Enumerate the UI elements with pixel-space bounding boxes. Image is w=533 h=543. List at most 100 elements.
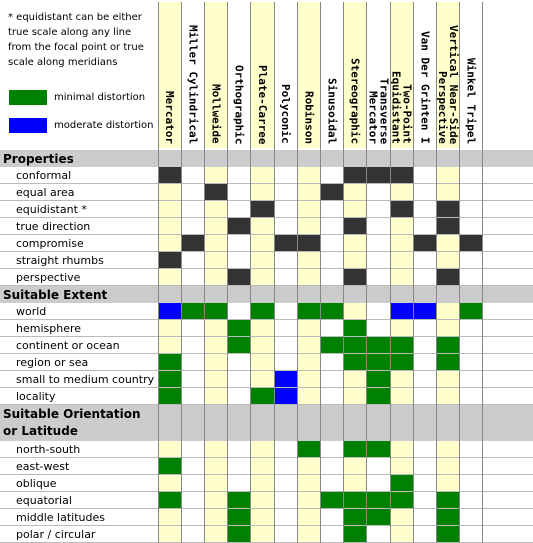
column-header-4: Plate-Carree [250,2,274,148]
cell-empty [274,184,298,201]
legend-label-minimal: minimal distortion [54,92,146,103]
section-label: Properties [3,152,74,166]
cell-empty [320,458,344,475]
cell-minimal-distortion [181,303,205,320]
cell-property-yes [274,235,298,252]
column-header-13: Winkel Tripel [459,2,483,148]
cell-empty [227,388,251,405]
cell-empty [436,252,460,269]
cell-empty [274,201,298,218]
cell-empty [390,235,414,252]
row-label: equatorial [16,494,72,507]
cell-empty [181,458,205,475]
column-header-9: Transverse Mercator [366,2,390,148]
column-divider [250,2,252,543]
cell-empty [204,337,228,354]
row-divider [0,200,533,201]
cell-empty [204,235,228,252]
cell-empty [274,337,298,354]
cell-empty [181,492,205,509]
cell-empty [297,252,321,269]
column-header-2: Mollweide [204,2,228,148]
column-divider [389,2,391,543]
cell-empty [320,509,344,526]
row-divider [0,234,533,235]
cell-empty [250,526,274,543]
cell-empty [366,526,390,543]
cell-property-yes [158,167,182,184]
column-header-label: Polyconic [279,84,293,144]
cell-empty [181,184,205,201]
cell-empty [390,441,414,458]
cell-empty [390,269,414,286]
cell-empty [204,458,228,475]
cell-empty [413,354,437,371]
column-header-3: Orthographic [227,2,251,148]
cell-empty [343,475,367,492]
cell-empty [158,269,182,286]
cell-empty [390,218,414,235]
column-header-label: Stereographic [348,57,362,144]
column-divider [296,2,298,543]
cell-empty [413,184,437,201]
cell-empty [297,371,321,388]
cell-empty [320,252,344,269]
legend-swatch-minimal [9,90,47,105]
cell-empty [413,526,437,543]
row-label: compromise [16,237,84,250]
cell-empty [436,388,460,405]
column-divider [343,2,345,543]
cell-empty [297,184,321,201]
column-divider [412,2,414,543]
cell-empty [413,337,437,354]
cell-property-yes [343,269,367,286]
cell-empty [413,371,437,388]
cell-empty [204,269,228,286]
cell-minimal-distortion [390,475,414,492]
cell-minimal-distortion [204,303,228,320]
cell-empty [227,184,251,201]
cell-minimal-distortion [343,354,367,371]
cell-property-yes [227,269,251,286]
row-label: east-west [16,460,70,473]
cell-minimal-distortion [390,354,414,371]
row-divider [0,336,533,337]
cell-empty [250,269,274,286]
cell-property-yes [181,235,205,252]
cell-empty [204,492,228,509]
column-divider [319,2,321,543]
cell-empty [320,235,344,252]
column-header-label: Two-Point Equidistant [389,71,414,144]
cell-empty [297,218,321,235]
cell-empty [390,184,414,201]
cell-empty [390,526,414,543]
cell-empty [204,475,228,492]
cell-empty [436,320,460,337]
cell-minimal-distortion [320,492,344,509]
cell-empty [320,269,344,286]
column-divider [482,2,484,543]
cell-empty [274,509,298,526]
cell-property-yes [436,269,460,286]
cell-empty [227,303,251,320]
cell-empty [436,167,460,184]
column-header-label: Van Der Grinten I [418,31,432,144]
cell-empty [227,354,251,371]
cell-empty [436,235,460,252]
cell-empty [227,458,251,475]
cell-empty [320,388,344,405]
row-label: north-south [16,443,81,456]
cell-empty [297,492,321,509]
cell-empty [436,184,460,201]
cell-empty [459,252,483,269]
cell-empty [158,526,182,543]
cell-minimal-distortion [343,526,367,543]
cell-empty [204,320,228,337]
cell-minimal-distortion [366,371,390,388]
legend-swatch-moderate [9,118,47,133]
cell-empty [181,388,205,405]
cell-empty [158,201,182,218]
column-header-12: Vertical Near-Side Perspective [436,2,460,148]
cell-minimal-distortion [250,388,274,405]
